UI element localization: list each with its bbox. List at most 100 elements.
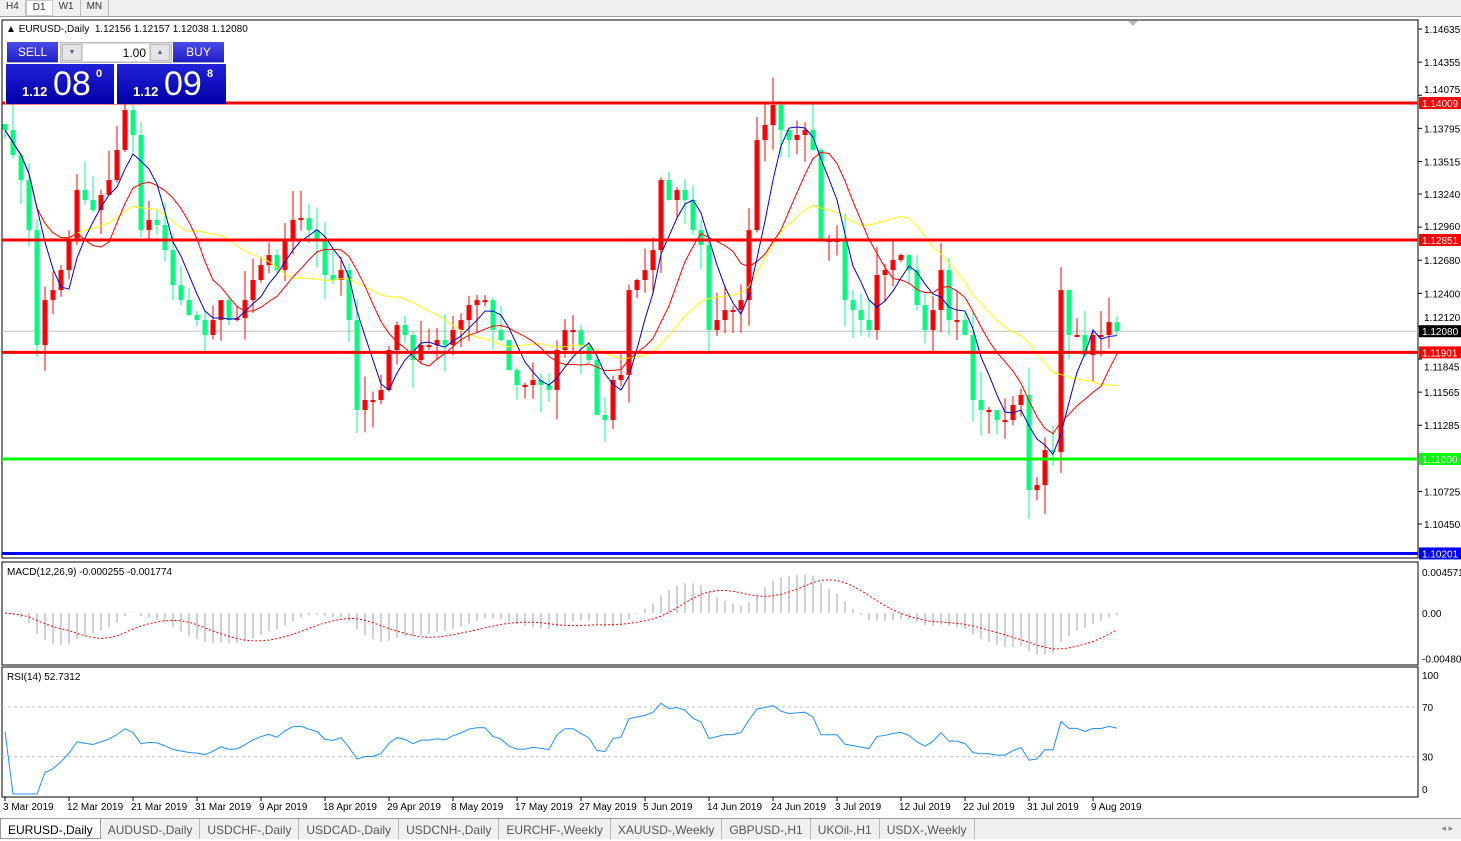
tab-eurusd-daily[interactable]: EURUSD-,Daily: [0, 819, 101, 839]
tab-scroll-arrows[interactable]: ◂ ▸: [1441, 823, 1453, 833]
tab-ukoil-h1[interactable]: UKOil-,H1: [811, 819, 880, 839]
rsi-panel-frame: [1, 666, 1419, 798]
lot-decrease-icon[interactable]: ▼: [62, 44, 82, 61]
buy-price-fraction: 8: [207, 68, 214, 80]
candle-bull: [570, 330, 576, 333]
candle-bear: [490, 300, 496, 331]
date-axis-label: 9 Apr 2019: [259, 802, 308, 813]
candle-bull: [282, 240, 288, 271]
candle-bear: [594, 360, 600, 416]
date-axis-label: 31 Mar 2019: [195, 802, 252, 813]
date-axis-label: 27 May 2019: [579, 802, 637, 813]
candle-bear: [946, 270, 952, 321]
candle-bull: [378, 389, 384, 401]
price-axis-label: 1.12400: [1424, 289, 1461, 300]
candle-bear: [786, 130, 792, 141]
candle-bear: [690, 200, 696, 231]
sell-button[interactable]: SELL: [7, 42, 58, 63]
candle-bull: [290, 220, 296, 241]
timeframe-mn[interactable]: MN: [81, 0, 110, 16]
sell-price[interactable]: 1.12 08 0: [6, 64, 114, 104]
candle-bear: [170, 250, 176, 286]
date-axis-label: 5 Jun 2019: [643, 802, 693, 813]
buy-price-pips: 09: [164, 65, 202, 103]
date-axis-label: 8 May 2019: [451, 802, 504, 813]
candle-bull: [1058, 290, 1064, 453]
macd-label: MACD(12,26,9) -0.000255 -0.001774: [7, 567, 173, 578]
rsi-label: RSI(14) 52.7312: [7, 672, 81, 683]
ohlc-low: 1.12038: [172, 24, 209, 35]
date-axis-label: 18 Apr 2019: [323, 802, 377, 813]
candle-bear: [866, 320, 872, 331]
candle-bull: [650, 250, 656, 271]
candle-bull: [394, 325, 400, 351]
candle-bear: [578, 330, 584, 346]
buy-button[interactable]: BUY: [173, 42, 224, 63]
rsi-axis-label: 70: [1422, 703, 1434, 714]
date-axis-label: 14 Jun 2019: [707, 802, 762, 813]
candle-bear: [346, 270, 352, 321]
chart-canvas[interactable]: 1.14635 1.14355 1.14075 1.13795 1.13515 1.132…: [0, 17, 1461, 818]
price-axis-label: 1.14355: [1424, 58, 1461, 69]
candle-bull: [434, 340, 440, 346]
tab-usdcad-daily[interactable]: USDCAD-,Daily: [299, 819, 400, 839]
chart-tabs: EURUSD-,Daily AUDUSD-,Daily USDCHF-,Dail…: [0, 818, 1461, 839]
candle-bear: [538, 380, 544, 386]
tab-usdx-weekly[interactable]: USDX-,Weekly: [880, 819, 975, 839]
price-axis-label: 1.12960: [1424, 222, 1461, 233]
candle-bear: [314, 230, 320, 241]
date-axis-label: 3 Mar 2019: [3, 802, 54, 813]
candle-bull: [930, 310, 936, 331]
candle-bull: [458, 320, 464, 331]
one-click-trading-panel: SELL ▼ ▲ BUY 1.12 08 0 1.12 09 8: [5, 40, 226, 104]
candle-bear: [498, 330, 504, 341]
candle-bear: [330, 275, 336, 280]
price-axis-label: 1.13795: [1424, 124, 1461, 135]
candle-bear: [858, 310, 864, 321]
level-price-tag: [1419, 346, 1461, 359]
tab-usdcnh-daily[interactable]: USDCNH-,Daily: [399, 819, 500, 839]
candle-bull: [770, 105, 776, 126]
timeframe-h4[interactable]: H4: [0, 0, 26, 16]
timeframe-w1[interactable]: W1: [53, 0, 81, 16]
tab-usdchf-daily[interactable]: USDCHF-,Daily: [200, 819, 300, 839]
candle-bear: [202, 320, 208, 335]
date-axis-label: 17 May 2019: [515, 802, 573, 813]
candle-bear: [442, 340, 448, 346]
candle-bull: [1018, 394, 1024, 406]
price-axis-label: 1.12680: [1424, 256, 1461, 267]
candle-bear: [178, 285, 184, 301]
price-axis-label: 1.10725: [1424, 487, 1461, 498]
lot-increase-icon[interactable]: ▲: [150, 44, 170, 61]
candle-bull: [1090, 334, 1096, 356]
current-price-label: 1.12080: [1422, 327, 1459, 338]
candle-bear: [274, 255, 280, 271]
candle-bear: [842, 240, 848, 301]
candle-bull: [386, 350, 392, 390]
candle-bear: [410, 334, 416, 361]
chart-shift-marker-icon: [1128, 21, 1138, 26]
lot-size-stepper: ▼ ▲: [60, 42, 172, 63]
tab-gbpusd-h1[interactable]: GBPUSD-,H1: [722, 819, 811, 839]
candle-bear: [2, 124, 8, 131]
timeframe-d1[interactable]: D1: [25, 0, 53, 16]
candle-bull: [618, 374, 624, 381]
candle-bear: [138, 134, 144, 231]
candle-bull: [634, 279, 640, 291]
tab-eurchf-weekly[interactable]: EURCHF-,Weekly: [499, 819, 611, 839]
lot-size-input[interactable]: [83, 44, 149, 61]
candle-bull: [50, 290, 56, 301]
candle-bull: [370, 400, 376, 403]
candle-bull: [610, 380, 616, 421]
macd-signal-line: [4, 579, 1118, 650]
buy-price[interactable]: 1.12 09 8: [117, 64, 226, 104]
candle-bull: [482, 300, 488, 303]
candle-bull: [954, 320, 960, 323]
candle-bear: [194, 315, 200, 321]
candle-bear: [682, 189, 688, 201]
tab-audusd-daily[interactable]: AUDUSD-,Daily: [101, 819, 201, 839]
date-axis-label: 12 Mar 2019: [67, 802, 124, 813]
macd-panel-frame: [1, 561, 1419, 666]
tab-xauusd-weekly[interactable]: XAUUSD-,Weekly: [611, 819, 723, 839]
collapse-triangle-icon[interactable]: ▲: [6, 24, 16, 35]
